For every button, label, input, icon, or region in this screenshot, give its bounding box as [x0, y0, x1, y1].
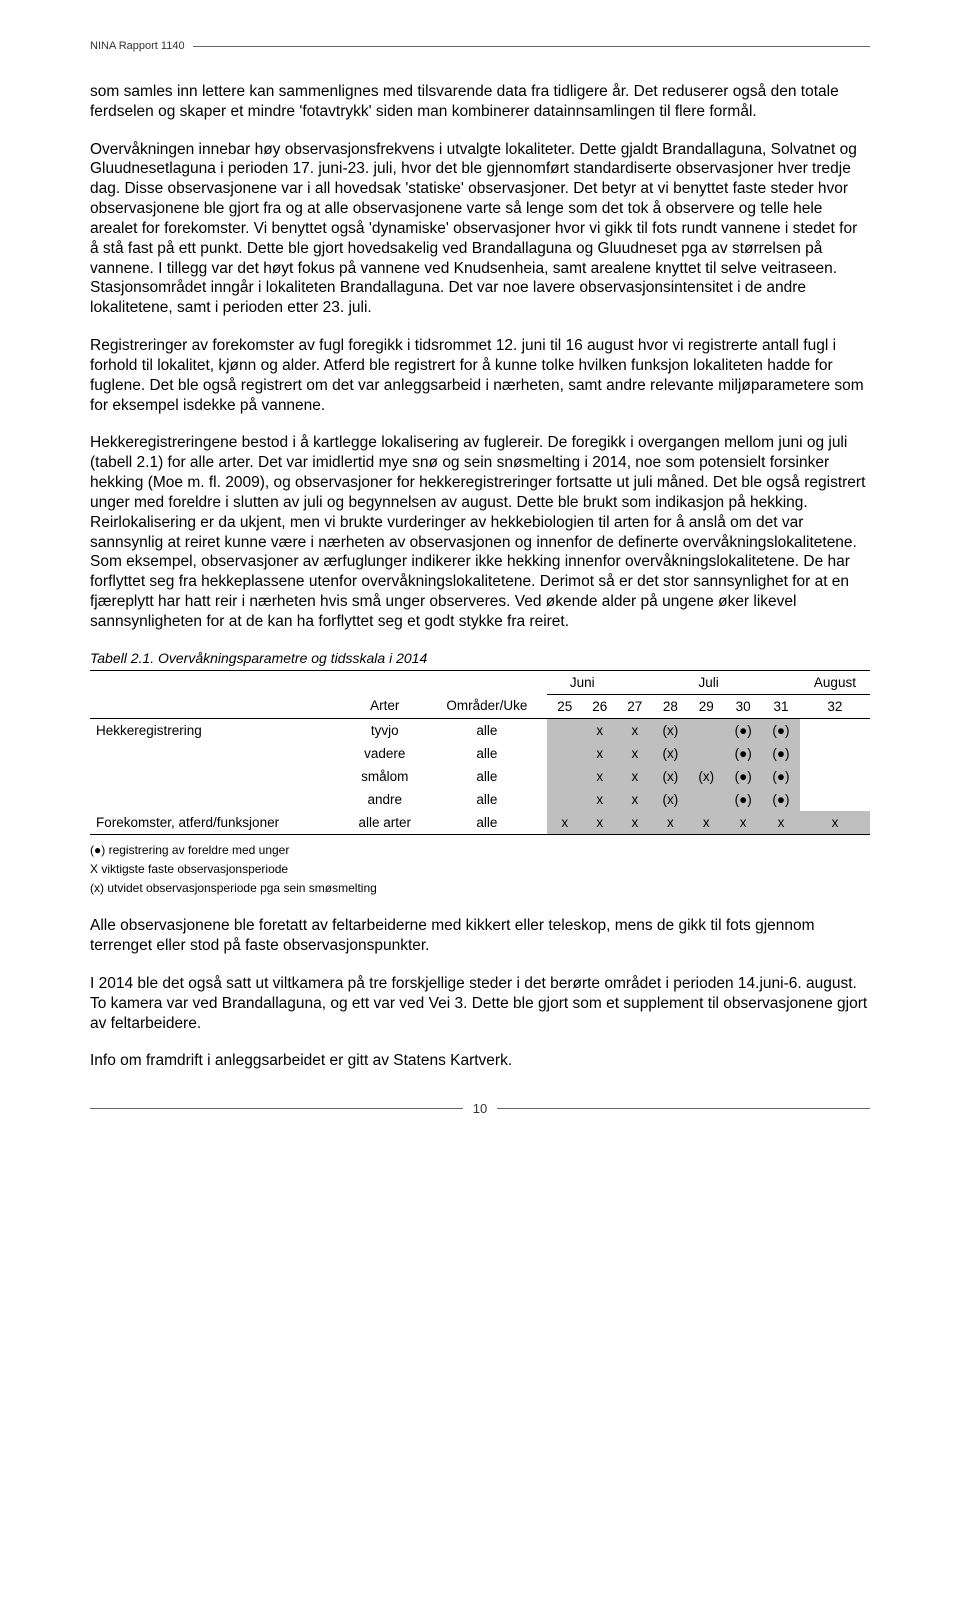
- table-cell: (●): [724, 718, 762, 742]
- table-cell: x: [617, 811, 652, 835]
- table-cell: [688, 718, 724, 742]
- week-row: Arter Områder/Uke 25 26 27 28 29 30 31 3…: [90, 694, 870, 718]
- month-august: August: [800, 670, 870, 694]
- col-omrader: Områder/Uke: [427, 694, 548, 718]
- table-cell: [547, 788, 582, 811]
- header-title: NINA Rapport 1140: [90, 40, 193, 52]
- page-number: 10: [463, 1101, 497, 1116]
- table-cell: x: [547, 811, 582, 835]
- table-title: Tabell 2.1. Overvåkningsparametre og tid…: [90, 650, 870, 666]
- monitoring-table: Juni Juli August Arter Områder/Uke 25 26…: [90, 670, 870, 835]
- table-cell: x: [617, 765, 652, 788]
- table-cell: (●): [762, 742, 800, 765]
- col-w26: 26: [582, 694, 617, 718]
- col-w29: 29: [688, 694, 724, 718]
- month-juli: Juli: [617, 670, 800, 694]
- col-w31: 31: [762, 694, 800, 718]
- table-cell: [547, 742, 582, 765]
- col-w25: 25: [547, 694, 582, 718]
- row-arter: andre: [343, 788, 427, 811]
- table-cell: [688, 742, 724, 765]
- table-footnotes: (●) registrering av foreldre med unger X…: [90, 841, 870, 899]
- page-container: NINA Rapport 1140 som samles inn lettere…: [0, 0, 960, 1156]
- header-rule: [193, 46, 870, 47]
- table-cell: (●): [762, 788, 800, 811]
- table-cell: (●): [724, 765, 762, 788]
- table-row: vadereallexx(x)(●)(●): [90, 742, 870, 765]
- paragraph-7: Info om framdrift i anleggsarbeidet er g…: [90, 1051, 870, 1071]
- table-cell: [800, 788, 870, 811]
- row-arter: vadere: [343, 742, 427, 765]
- table-body: Hekkeregistreringtyvjoallexx(x)(●)(●)vad…: [90, 718, 870, 834]
- footer-rule-right: [497, 1108, 870, 1109]
- row-arter: tyvjo: [343, 718, 427, 742]
- table-cell: (x): [688, 765, 724, 788]
- row-omrader: alle: [427, 811, 548, 835]
- table-row: smålomallexx(x)(x)(●)(●): [90, 765, 870, 788]
- row-category: Forekomster, atferd/funksjoner: [90, 811, 343, 835]
- table-cell: (●): [724, 742, 762, 765]
- table-cell: (x): [652, 718, 688, 742]
- table-row: andreallexx(x)(●)(●): [90, 788, 870, 811]
- table-cell: x: [582, 788, 617, 811]
- table-cell: [688, 788, 724, 811]
- col-arter: Arter: [343, 694, 427, 718]
- table-cell: [800, 765, 870, 788]
- month-row: Juni Juli August: [90, 670, 870, 694]
- table-cell: x: [762, 811, 800, 835]
- table-cell: [800, 718, 870, 742]
- row-category: [90, 765, 343, 788]
- table-row: Forekomster, atferd/funksjoneralle arter…: [90, 811, 870, 835]
- row-omrader: alle: [427, 742, 548, 765]
- footnote-1: (●) registrering av foreldre med unger: [90, 841, 870, 860]
- table-cell: (x): [652, 788, 688, 811]
- table-row: Hekkeregistreringtyvjoallexx(x)(●)(●): [90, 718, 870, 742]
- page-footer: 10: [90, 1101, 870, 1116]
- row-omrader: alle: [427, 788, 548, 811]
- table-cell: x: [582, 765, 617, 788]
- table-head: Juni Juli August Arter Områder/Uke 25 26…: [90, 670, 870, 718]
- paragraph-4: Hekkeregistreringene bestod i å kartlegg…: [90, 433, 870, 631]
- col-w32: 32: [800, 694, 870, 718]
- table-cell: x: [688, 811, 724, 835]
- col-w28: 28: [652, 694, 688, 718]
- row-arter: alle arter: [343, 811, 427, 835]
- footnote-3: (x) utvidet observasjonsperiode pga sein…: [90, 879, 870, 898]
- col-w27: 27: [617, 694, 652, 718]
- row-category: [90, 742, 343, 765]
- row-category: [90, 788, 343, 811]
- table-cell: [547, 718, 582, 742]
- table-cell: x: [582, 811, 617, 835]
- table-cell: x: [582, 742, 617, 765]
- table-cell: (●): [762, 765, 800, 788]
- paragraph-6: I 2014 ble det også satt ut viltkamera p…: [90, 974, 870, 1033]
- footnote-2: X viktigste faste observasjonsperiode: [90, 860, 870, 879]
- table-cell: x: [724, 811, 762, 835]
- row-omrader: alle: [427, 765, 548, 788]
- paragraph-3: Registreringer av forekomster av fugl fo…: [90, 336, 870, 415]
- row-arter: smålom: [343, 765, 427, 788]
- table-cell: (x): [652, 765, 688, 788]
- paragraph-1: som samles inn lettere kan sammenlignes …: [90, 82, 870, 122]
- paragraph-5: Alle observasjonene ble foretatt av felt…: [90, 916, 870, 956]
- table-cell: [800, 742, 870, 765]
- table-cell: (x): [652, 742, 688, 765]
- row-omrader: alle: [427, 718, 548, 742]
- month-juni: Juni: [547, 670, 617, 694]
- paragraph-2: Overvåkningen innebar høy observasjonsfr…: [90, 140, 870, 318]
- table-cell: [547, 765, 582, 788]
- footer-rule-left: [90, 1108, 463, 1109]
- table-cell: x: [617, 788, 652, 811]
- table-cell: (●): [724, 788, 762, 811]
- row-category: Hekkeregistrering: [90, 718, 343, 742]
- table-cell: (●): [762, 718, 800, 742]
- page-header: NINA Rapport 1140: [90, 40, 870, 52]
- table-cell: x: [582, 718, 617, 742]
- table-cell: x: [652, 811, 688, 835]
- table-cell: x: [800, 811, 870, 835]
- table-cell: x: [617, 718, 652, 742]
- table-cell: x: [617, 742, 652, 765]
- col-w30: 30: [724, 694, 762, 718]
